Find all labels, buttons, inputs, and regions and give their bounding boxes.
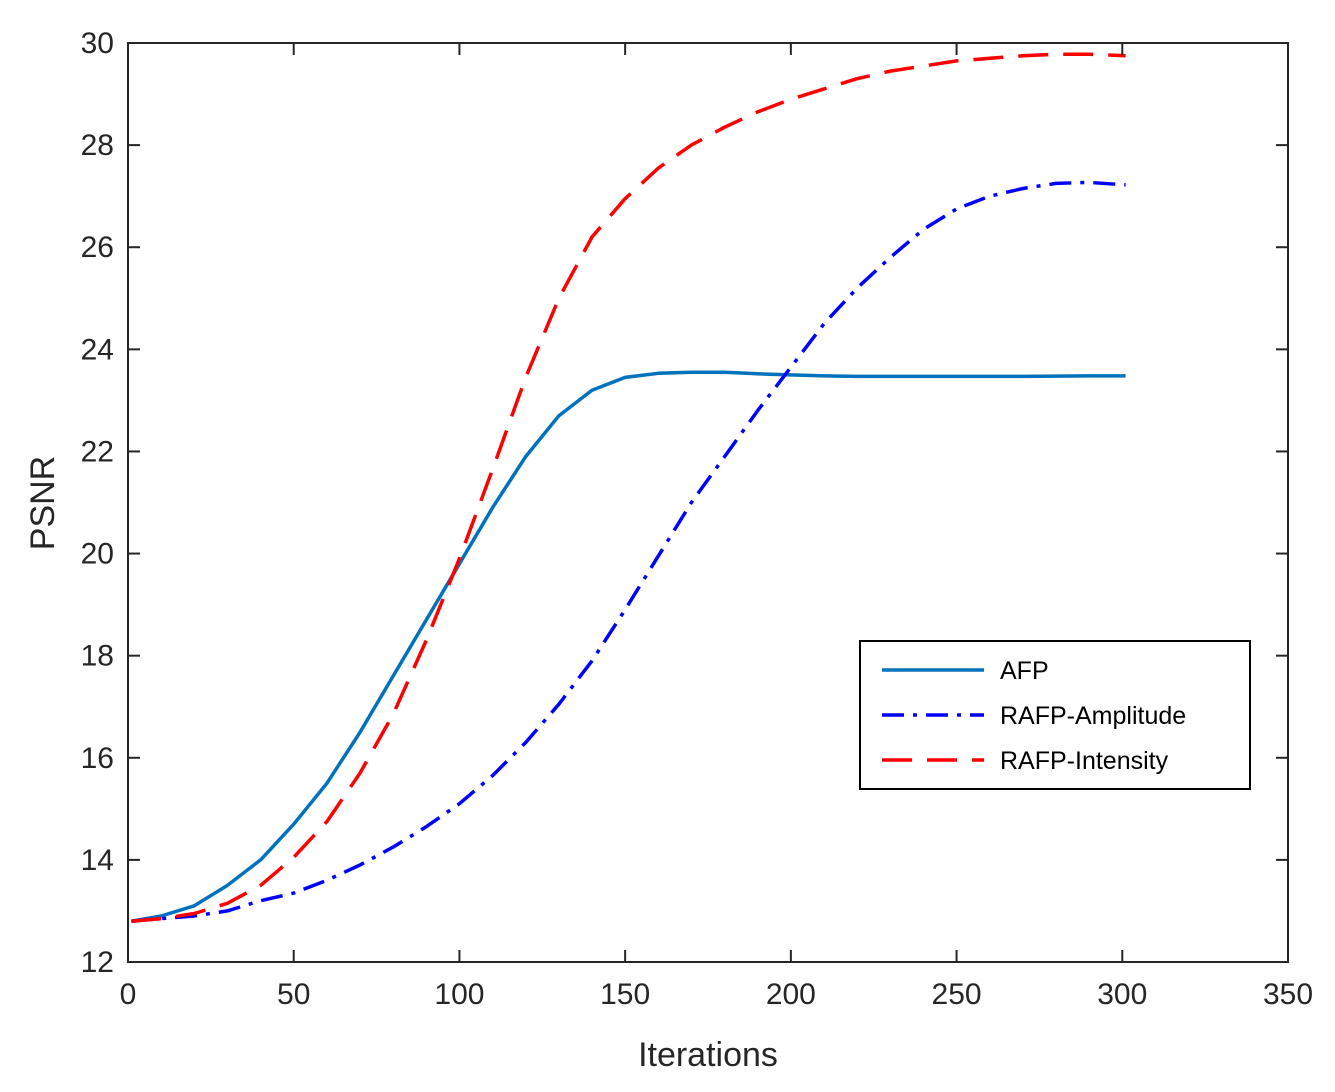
x-tick-label: 150 — [600, 978, 650, 1011]
y-tick-label: 18 — [81, 640, 114, 673]
plot-area — [130, 52, 1126, 923]
series-line-1 — [130, 370, 1126, 923]
y-tick-label: 12 — [81, 946, 114, 979]
legend-box — [859, 640, 1251, 790]
y-tick-label: 26 — [81, 231, 114, 264]
x-tick-label: 300 — [1097, 978, 1147, 1011]
y-tick-label: 14 — [81, 844, 114, 877]
x-tick-label: 250 — [932, 978, 982, 1011]
legend: AFP RAFP-Amplitude RAFP-Intensity — [859, 640, 1251, 790]
x-tick-label: 350 — [1263, 978, 1313, 1011]
x-axis-label: Iterations — [638, 1036, 778, 1074]
y-tick-label: 24 — [81, 333, 114, 366]
legend-label-2: RAFP-Amplitude — [1000, 702, 1186, 730]
y-tick-label: 16 — [81, 742, 114, 775]
series-line-2 — [131, 180, 1126, 923]
x-tick-label: 0 — [120, 978, 137, 1011]
x-tick-label: 100 — [434, 978, 484, 1011]
y-tick-label: 20 — [81, 538, 114, 571]
axes: 0 50 100 150 200 250 300 350 12 14 16 18 20 22 24 26 28 3… — [81, 27, 1313, 1011]
x-tick-label: 50 — [277, 978, 310, 1011]
axes-box — [127, 42, 1289, 963]
series-line-3 — [131, 52, 1126, 923]
y-axis-label: PSNR — [24, 456, 62, 550]
legend-label-1: AFP — [1000, 657, 1049, 685]
legend-label-3: RAFP-Intensity — [1000, 747, 1169, 775]
x-tick-label: 200 — [766, 978, 816, 1011]
y-tick-label: 30 — [81, 27, 114, 60]
y-tick-label: 22 — [81, 435, 114, 468]
y-tick-label: 28 — [81, 129, 114, 162]
